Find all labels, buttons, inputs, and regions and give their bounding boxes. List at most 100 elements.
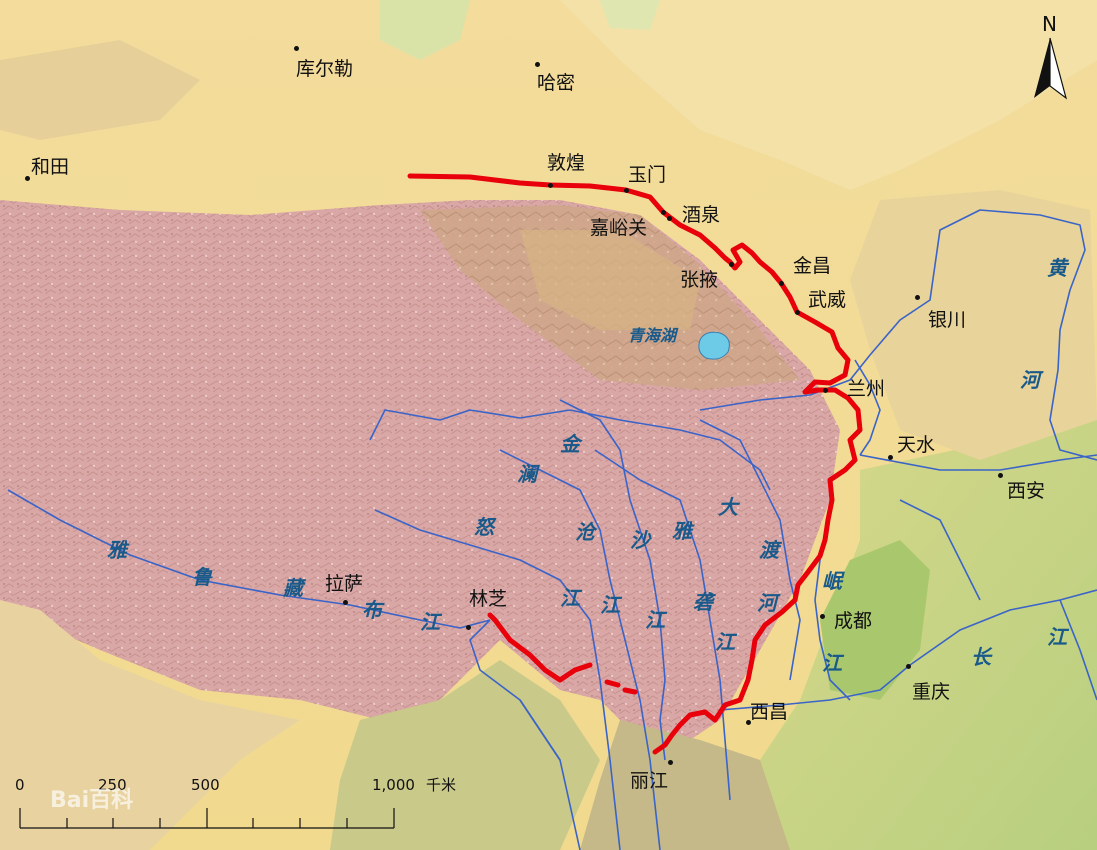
river-weihe: [859, 454, 1097, 471]
watermark: Bai百科: [50, 788, 134, 813]
river-yarlung: [7, 489, 491, 629]
city-label-xian: 西安: [1007, 480, 1046, 502]
city-label-hami: 哈密: [537, 72, 576, 94]
city-label-lijiang: 丽江: [630, 770, 669, 792]
route-dash-2: [622, 687, 638, 695]
city-marker-lanzhou: [822, 387, 828, 393]
river-label-yalongjiang-0: 雅: [672, 519, 692, 543]
river-label-minjiang-1: 江: [822, 651, 842, 675]
river-label-lancangjiang-2: 江: [600, 593, 620, 617]
river-label-yarlung-2: 藏: [283, 576, 303, 600]
route-main: [407, 173, 863, 755]
north-arrow-icon: [1034, 37, 1068, 100]
river-label-lancangjiang-1: 沧: [575, 520, 595, 544]
river-label-changjiang-0: 长: [971, 645, 991, 669]
city-label-dunhuang: 敦煌: [547, 152, 586, 174]
city-marker-jiayuguan: [666, 215, 672, 221]
route-tibet-segment: [487, 612, 593, 683]
southwest-foothills: [0, 600, 300, 850]
city-marker-lijiang: [667, 759, 673, 765]
city-label-yumen: 玉门: [628, 164, 667, 186]
city-label-linzhi: 林芝: [469, 588, 508, 610]
city-marker-xian: [997, 472, 1003, 478]
city-marker-yumen: [623, 187, 629, 193]
qaidam-basin: [520, 230, 700, 330]
southern-foothills: [330, 660, 600, 850]
city-marker-kuerle: [293, 45, 299, 51]
city-label-tianshui: 天水: [897, 434, 936, 456]
river-label-nujiang-1: 江: [560, 586, 580, 610]
city-marker-chongqing: [905, 663, 911, 669]
scale-tick-1000: 1,000: [372, 776, 415, 794]
city-marker-dunhuang: [547, 182, 553, 188]
city-label-lanzhou: 兰州: [847, 378, 886, 400]
mountain-green-north: [380, 0, 470, 60]
river-label-daduhe-1: 渡: [759, 538, 779, 562]
river-tributary-east: [1059, 599, 1097, 701]
city-label-jinchang: 金昌: [793, 255, 832, 277]
city-label-wuwei: 武威: [808, 289, 847, 311]
river-huanghe-branch: [854, 359, 881, 456]
city-label-chengdu: 成都: [834, 610, 873, 632]
northeast-desert: [560, 0, 1097, 190]
scale-bar: [19, 808, 395, 829]
city-marker-chengdu: [819, 613, 825, 619]
city-label-chongqing: 重庆: [912, 681, 951, 703]
city-marker-wuwei: [794, 309, 800, 315]
city-label-jiayuguan: 嘉峪关: [590, 217, 648, 239]
river-jinshajiang: [559, 399, 666, 761]
river-label-yarlung-3: 布: [362, 598, 382, 622]
loess-plateau: [850, 190, 1097, 460]
river-network: [7, 209, 1097, 850]
north-label: N: [1042, 12, 1057, 36]
city-marker-lasa: [342, 599, 348, 605]
sichuan-basin: [820, 540, 930, 700]
river-label-huanghe-0: 黄: [1047, 256, 1067, 280]
river-huanghe: [699, 209, 1097, 461]
yunnan-plateau: [580, 720, 790, 850]
city-marker-yinchuan: [914, 294, 920, 300]
city-marker-linzhi: [465, 624, 471, 630]
city-marker-xichang: [745, 719, 751, 725]
mountain-green-ne: [600, 0, 660, 30]
river-nujiang: [374, 509, 621, 850]
river-label-yarlung-1: 鲁: [192, 565, 212, 589]
river-label-jinshajiang-0: 金: [560, 432, 580, 456]
city-label-lasa: 拉萨: [325, 573, 364, 595]
city-marker-jiuquan: [660, 209, 666, 215]
river-label-minjiang-0: 岷: [822, 569, 842, 593]
city-label-yinchuan: 银川: [928, 309, 967, 331]
city-label-kuerle: 库尔勒: [296, 58, 354, 80]
river-south-1: [519, 699, 581, 850]
river-jialingjiang: [899, 499, 981, 601]
city-marker-hetian: [24, 175, 30, 181]
river-label-yalongjiang-1: 砻: [693, 590, 713, 614]
river-label-lancangjiang-0: 澜: [517, 462, 537, 486]
city-marker-tianshui: [887, 454, 893, 460]
river-jinsha-upper: [369, 409, 771, 491]
scale-unit: 千米: [426, 776, 457, 794]
western-hills: [0, 40, 200, 140]
city-label-jiuquan: 酒泉: [682, 204, 721, 226]
scale-tick-500: 500: [191, 776, 220, 794]
river-label-yarlung-4: 江: [420, 610, 440, 634]
river-label-jinshajiang-2: 江: [645, 608, 665, 632]
river-label-daduhe-2: 河: [757, 591, 777, 615]
river-label-jinshajiang-1: 沙: [630, 528, 650, 552]
route-dash-1: [604, 679, 621, 688]
city-label-xichang: 西昌: [750, 701, 789, 723]
river-label-changjiang-1: 江: [1047, 625, 1067, 649]
route-line: [407, 173, 863, 755]
qinghai-lake: [698, 331, 730, 360]
river-label-huanghe-1: 河: [1020, 368, 1040, 392]
city-label-hetian: 和田: [31, 156, 70, 178]
eastern-lowland: [760, 420, 1097, 850]
scale-tick-250: 250: [98, 776, 127, 794]
city-label-zhangye: 张掖: [680, 269, 719, 291]
river-label-yarlung-0: 雅: [107, 538, 127, 562]
city-marker-hami: [534, 61, 540, 67]
river-label-nujiang-0: 怒: [474, 515, 494, 539]
lake-label-qinghai: 青海湖: [628, 326, 677, 345]
